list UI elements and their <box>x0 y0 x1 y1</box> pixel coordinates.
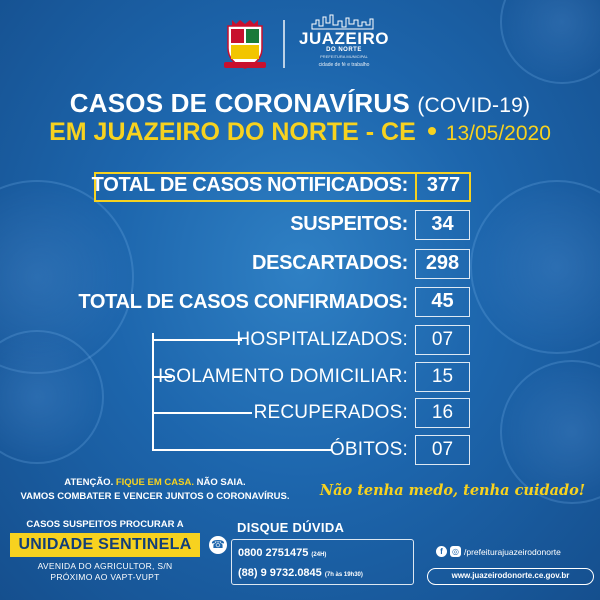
title-tag: (COVID-19) <box>417 94 531 117</box>
address-line-2: PRÓXIMO AO VAPT-VUPT <box>50 572 160 582</box>
breakdown-branch <box>152 412 252 414</box>
notified-highlight-frame <box>94 172 471 202</box>
logo-divider <box>283 20 285 68</box>
hotline-phone-1-note: (24H) <box>311 552 327 558</box>
confirmed-value: 45 <box>415 287 470 317</box>
hotline-line-1: 0800 2751475 (24H) <box>238 544 407 564</box>
hotline-phone-2-note: (7h às 19h30) <box>324 572 363 578</box>
social-handle[interactable]: /prefeiturajuazeirodonorte <box>464 546 561 557</box>
recovered-value: 16 <box>415 398 470 428</box>
notified-value: 377 <box>415 172 470 202</box>
hospitalized-label: HOSPITALIZADOS: <box>236 329 408 350</box>
sentinel-unit-badge: UNIDADE SENTINELA <box>10 533 200 557</box>
no-fear-slogan: Não tenha medo, tenha cuidado! <box>319 482 586 499</box>
hotline-title: DISQUE DÚVIDA <box>237 520 345 535</box>
municipal-crest-icon <box>224 20 266 69</box>
phone-icon: ☎ <box>209 536 227 554</box>
breakdown-branch <box>152 376 172 378</box>
suspects-label: SUSPEITOS: <box>290 213 408 235</box>
social-handles: f ◎/prefeiturajuazeirodonorte <box>436 546 596 558</box>
fight-together-text: VAMOS COMBATER E VENCER JUNTOS O CORONAV… <box>20 491 290 502</box>
city-logo-sub: DO NORTE <box>326 47 362 53</box>
sentinel-address: AVENIDA DO AGRICULTOR, S/N PRÓXIMO AO VA… <box>10 561 200 583</box>
facebook-icon[interactable]: f <box>436 546 447 558</box>
bullet-icon <box>427 127 436 136</box>
notified-label: TOTAL DE CASOS NOTIFICADOS: <box>91 174 409 196</box>
suspects-value: 34 <box>415 210 470 240</box>
virus-illustration <box>500 0 600 84</box>
instagram-icon[interactable]: ◎ <box>450 546 461 558</box>
hotline-line-2: (88) 9 9732.0845 (7h às 19h30) <box>238 564 407 584</box>
confirmed-label: TOTAL DE CASOS CONFIRMADOS: <box>78 291 408 313</box>
breakdown-branch <box>152 339 242 341</box>
recovered-label: RECUPERADOS: <box>253 402 408 423</box>
breakdown-connector <box>152 333 154 450</box>
hospitalized-value: 07 <box>415 325 470 355</box>
city-logo-name: JUAZEIRO <box>299 29 389 48</box>
discarded-value: 298 <box>415 249 470 279</box>
location-text: EM JUAZEIRO DO NORTE - CE <box>49 118 416 146</box>
home-isolation-value: 15 <box>415 362 470 392</box>
breakdown-branch <box>152 449 332 451</box>
deaths-label: ÓBITOS: <box>329 439 408 460</box>
stay-home-text: FIQUE EM CASA. <box>115 477 194 488</box>
title-main: CASOS DE CORONAVÍRUS <box>69 88 410 118</box>
city-logo: JUAZEIRO DO NORTE PREFEITURA MUNICIPAL c… <box>296 14 392 78</box>
website-link[interactable]: www.juazeirodonorte.ce.gov.br <box>427 568 594 585</box>
bulletin-date: 13/05/2020 <box>445 122 551 145</box>
city-slogan: cidade de fé e trabalho <box>318 62 370 68</box>
address-line-1: AVENIDA DO AGRICULTOR, S/N <box>37 561 173 571</box>
dont-go-out-text: NÃO SAIA. <box>196 477 246 488</box>
hotline-phone-1[interactable]: 0800 2751475 <box>238 547 309 559</box>
discarded-label: DESCARTADOS: <box>251 252 408 274</box>
sentinel-intro: CASOS SUSPEITOS PROCURAR A <box>26 519 184 530</box>
hotline-phone-2[interactable]: (88) 9 9732.0845 <box>238 567 322 579</box>
home-isolation-label: ISOLAMENTO DOMICILIAR: <box>157 366 408 387</box>
attention-text: ATENÇÃO. <box>64 477 114 488</box>
virus-illustration <box>0 330 104 464</box>
location-line: EM JUAZEIRO DO NORTE - CE 13/05/2020 <box>0 118 600 147</box>
deaths-value: 07 <box>415 435 470 465</box>
skyline-icon <box>311 14 374 30</box>
page-title: CASOS DE CORONAVÍRUS (COVID-19) <box>0 88 600 119</box>
virus-illustration <box>470 180 600 354</box>
hotline-box: 0800 2751475 (24H) (88) 9 9732.0845 (7h … <box>231 539 414 585</box>
city-logo-sub2: PREFEITURA MUNICIPAL <box>320 54 368 59</box>
attention-message: ATENÇÃO. FIQUE EM CASA. NÃO SAIA. VAMOS … <box>10 476 300 504</box>
